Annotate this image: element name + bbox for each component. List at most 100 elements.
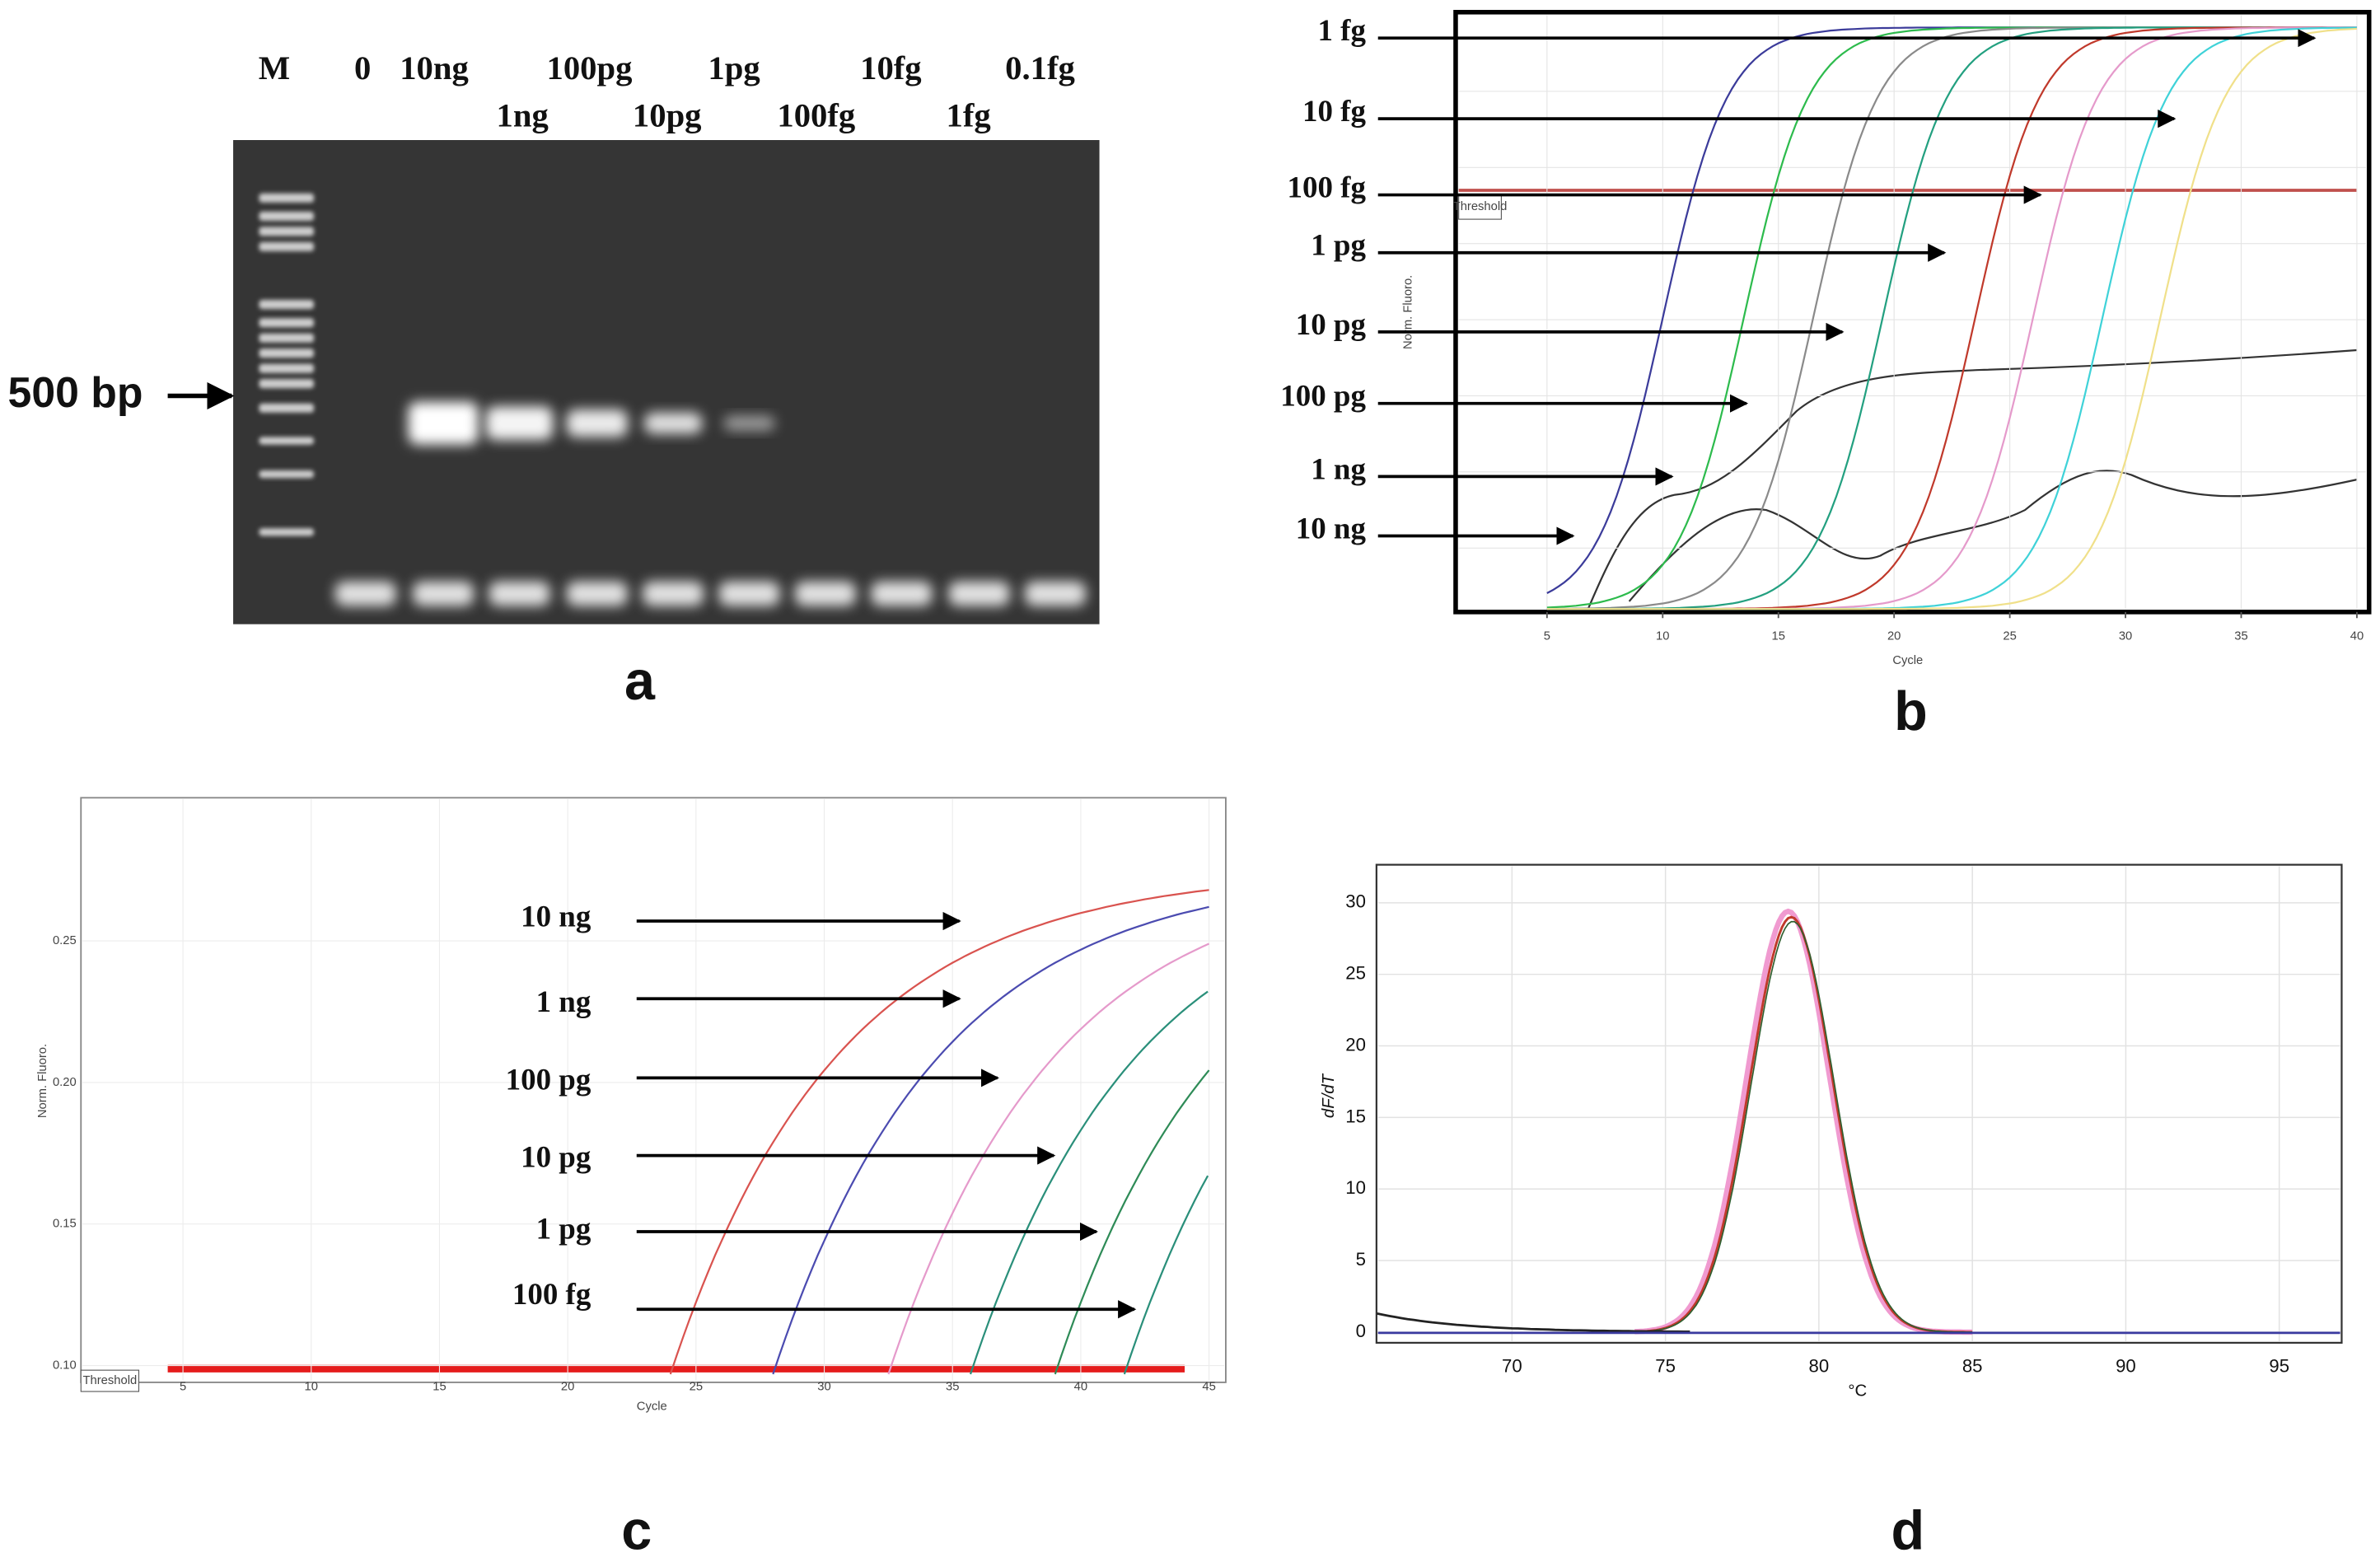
curve [887, 942, 1210, 1375]
ladder-band [259, 403, 315, 413]
ladder-band [259, 348, 315, 358]
y-tick-label: 20 [1345, 1034, 1366, 1055]
panel-b: Cycle Norm. Fluoro. Threshold b 5 10 15 20 2… [1280, 10, 2372, 742]
curve [1587, 348, 2358, 610]
panel-label: b [1894, 681, 1928, 742]
y-tick-label: 5 [1356, 1249, 1366, 1270]
ladder-band [259, 437, 315, 445]
curve [969, 990, 1209, 1375]
ladder-band [259, 241, 315, 251]
lane-label: 100fg [777, 96, 855, 133]
y-axis-label: dF/dT [1320, 1073, 1338, 1118]
annotation: 100 fg [512, 1277, 591, 1311]
panel-label: d [1891, 1500, 1924, 1561]
primer-band [643, 581, 704, 606]
primer-band [718, 581, 780, 606]
panel-d: °C dF/dT d 70 75 80 85 90 95 0 5 10 15 20 25 30 [1320, 863, 2343, 1561]
threshold-box [1458, 194, 1502, 220]
annotation: 1 ng [1311, 451, 1366, 485]
primer-band [794, 581, 856, 606]
curve [1546, 27, 2358, 610]
ladder-band [259, 211, 315, 221]
ladder-band [259, 227, 315, 236]
primer-band [566, 581, 628, 606]
ladder-band [259, 333, 315, 343]
ladder-band [259, 528, 315, 536]
x-axis-label: °C [1848, 1382, 1867, 1400]
x-axis-label: Cycle [1892, 654, 1923, 667]
x-tick-label: 30 [2119, 629, 2132, 643]
panel-a: a 500 bp M 0 10ng 100pg 1pg 10fg 0.1fg 1ng 10pg 1… [8, 49, 1100, 712]
lane-label: 10ng [400, 49, 469, 87]
marker-label: 500 bp [8, 368, 143, 416]
x-tick-label: 15 [1772, 629, 1785, 643]
y-axis-label: Norm. Fluoro. [36, 1044, 49, 1118]
ladder-band [259, 318, 315, 328]
annotation: 100 fg [1288, 170, 1367, 203]
primer-band [871, 581, 933, 606]
primer-band [413, 581, 475, 606]
panel-c: Cycle Norm. Fluoro. Threshold c 5 10 15 20 2… [36, 797, 1227, 1561]
plot-frame [80, 797, 1227, 1383]
primer-band [489, 581, 550, 606]
lane-label: 10fg [860, 49, 922, 87]
primer-band [1024, 581, 1086, 606]
annotation: 1 fg [1317, 13, 1366, 47]
annotation: 1 pg [1311, 228, 1366, 262]
primer-band [334, 581, 396, 606]
plot-frame [1453, 10, 2372, 615]
annotation: 10 fg [1302, 94, 1366, 128]
ladder-band [259, 363, 315, 373]
curve [1054, 1069, 1210, 1375]
lane-label: 100pg [547, 49, 633, 87]
gel [233, 140, 1100, 624]
x-tick-label: 20 [561, 1380, 574, 1393]
x-tick-label: 35 [2234, 629, 2247, 643]
product-band [644, 412, 703, 434]
y-tick-label: 10 [1345, 1177, 1366, 1198]
x-tick-label: 10 [305, 1380, 318, 1393]
x-tick-label: 20 [1887, 629, 1901, 643]
curve [1634, 920, 1973, 1333]
x-tick-label: 5 [1544, 629, 1550, 643]
x-tick-label: 75 [1655, 1355, 1676, 1376]
x-tick-label: 25 [2003, 629, 2016, 643]
annotation: 100 pg [506, 1062, 591, 1096]
ladder-band [259, 470, 315, 479]
panel-label: a [624, 651, 656, 712]
x-tick-label: 25 [690, 1380, 703, 1393]
y-axis-label: Norm. Fluoro. [1402, 275, 1415, 349]
y-tick-label: 15 [1345, 1106, 1366, 1126]
ladder-band [259, 300, 315, 310]
lane-label: 1pg [708, 49, 760, 87]
lane-label: 1ng [497, 96, 549, 133]
lane-label: 0.1fg [1005, 49, 1075, 87]
lane-label: 1fg [947, 96, 991, 133]
curve [1377, 1312, 1690, 1333]
y-tick-label: 0.20 [53, 1076, 77, 1089]
curve [1628, 470, 2358, 602]
annotation: 100 pg [1280, 379, 1366, 413]
threshold-label: Threshold [83, 1374, 138, 1387]
ladder-band [259, 379, 315, 389]
lane-label: 0 [354, 49, 371, 87]
primer-band [948, 581, 1010, 606]
lane-label: 10pg [633, 96, 702, 133]
product-band [485, 406, 554, 441]
x-tick-label: 40 [1074, 1380, 1087, 1393]
annotation: 1 pg [536, 1211, 591, 1245]
x-tick-label: 45 [1202, 1380, 1215, 1393]
x-tick-label: 10 [1656, 629, 1669, 643]
x-tick-label: 40 [2350, 629, 2364, 643]
threshold-label: Threshold [1453, 200, 1508, 213]
x-axis-label: Cycle [637, 1400, 667, 1413]
x-tick-label: 15 [433, 1380, 446, 1393]
y-tick-label: 0.10 [53, 1359, 77, 1373]
product-band [566, 409, 628, 437]
ladder-band [259, 193, 315, 203]
panel-label: c [621, 1500, 652, 1561]
y-tick-label: 0 [1356, 1321, 1366, 1341]
curve [669, 889, 1209, 1375]
lane-label: M [259, 49, 290, 87]
x-tick-label: 85 [1962, 1355, 1983, 1376]
